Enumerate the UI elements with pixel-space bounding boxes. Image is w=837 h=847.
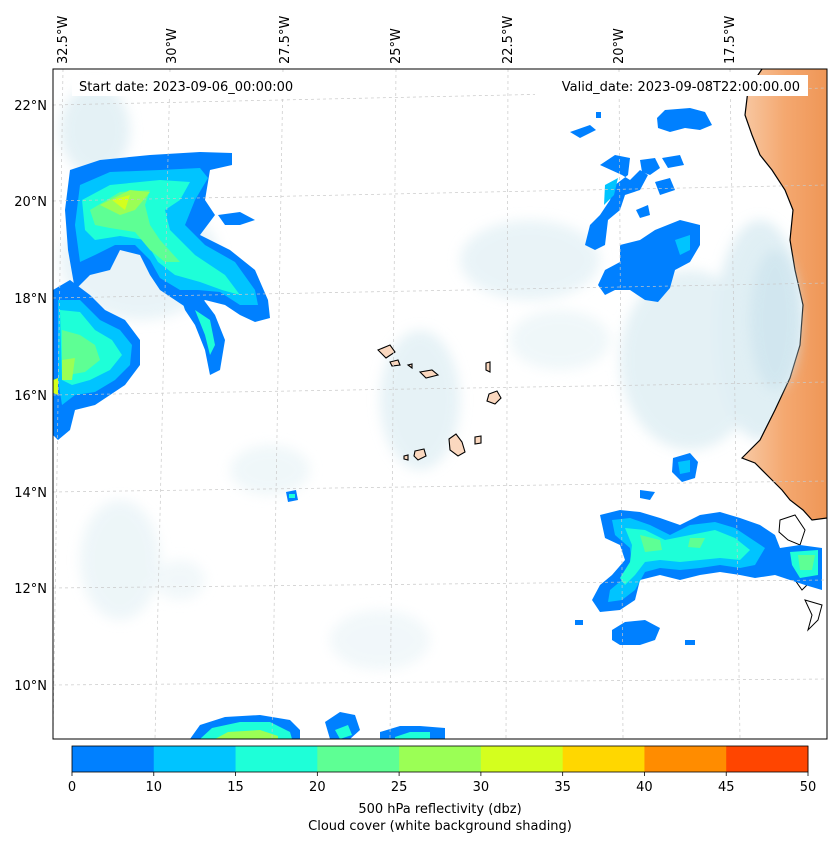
lon-label-25w: 25°W — [389, 28, 404, 64]
colorbar-tick-label: 35 — [554, 780, 571, 795]
lon-label-22-5w: 22.5°W — [501, 16, 516, 64]
nw-storm-system — [65, 152, 270, 375]
colorbar-swatch — [235, 746, 318, 772]
colorbar-tick-label: 15 — [227, 780, 244, 795]
colorbar-swatches — [72, 746, 809, 772]
colorbar-swatch — [562, 746, 645, 772]
isolated-cells — [286, 490, 695, 645]
colorbar-swatch — [153, 746, 237, 772]
lon-label-32-5w: 32.5°W — [56, 16, 71, 64]
colorbar-swatch — [317, 746, 400, 772]
colorbar-label-line1: 500 hPa reflectivity (dbz) — [358, 802, 521, 817]
start-date-box — [72, 75, 320, 96]
colorbar-tick-label: 10 — [146, 780, 163, 795]
lat-label-22n: 22°N — [14, 99, 47, 114]
south-storm-system — [190, 712, 445, 739]
lon-label-30w: 30°W — [165, 28, 180, 64]
lat-label-10n: 10°N — [14, 679, 47, 694]
lat-label-14n: 14°N — [14, 486, 47, 501]
lon-label-20w: 20°W — [612, 28, 627, 64]
start-date-label: Start date: 2023-09-06_00:00:00 — [79, 80, 293, 95]
lon-label-17-5w: 17.5°W — [723, 16, 738, 64]
colorbar-swatch — [72, 746, 155, 772]
colorbar-swatch — [480, 746, 564, 772]
map-frame — [52, 68, 828, 740]
ne-storm-cells — [570, 108, 712, 302]
graticule — [53, 69, 827, 739]
colorbar-tick-label: 40 — [636, 780, 653, 795]
lon-label-27-5w: 27.5°W — [278, 16, 293, 64]
reflectivity-contours — [53, 108, 822, 739]
map-panel: Start date: 2023-09-06_00:00:00 Valid_da… — [53, 69, 827, 739]
lat-label-16n: 16°N — [14, 389, 47, 404]
colorbar-swatch — [644, 746, 727, 772]
colorbar-tick-label: 20 — [309, 780, 326, 795]
longitude-labels: 32.5°W 30°W 27.5°W 25°W 22.5°W 20°W 17.5… — [56, 16, 738, 64]
colorbar-label-line2: Cloud cover (white background shading) — [308, 819, 572, 834]
colorbar-tick-label: 25 — [391, 780, 408, 795]
latitude-labels: 22°N 20°N 18°N 16°N 14°N 12°N 10°N — [14, 99, 47, 694]
se-storm-system — [592, 453, 822, 645]
colorbar-tick-label: 0 — [68, 780, 76, 795]
colorbar-tick-label: 50 — [800, 780, 817, 795]
colorbar-ticks: 0 10 15 20 25 30 35 40 45 50 — [68, 772, 816, 795]
colorbar-tick-label: 45 — [718, 780, 735, 795]
valid-date-box — [535, 75, 808, 96]
colorbar-swatch — [399, 746, 482, 772]
west-storm-system — [53, 280, 140, 440]
cape-verde-islands — [377, 344, 502, 461]
colorbar: 0 10 15 20 25 30 35 40 45 50 500 hPa reflectivity… — [68, 745, 816, 834]
lat-label-18n: 18°N — [14, 292, 47, 307]
valid-date-label: Valid_date: 2023-09-08T22:00:00.00 — [562, 80, 800, 95]
lat-label-12n: 12°N — [14, 582, 47, 597]
colorbar-frame — [71, 745, 809, 773]
colorbar-swatch — [726, 746, 809, 772]
lat-label-20n: 20°N — [14, 195, 47, 210]
colorbar-tick-label: 30 — [473, 780, 490, 795]
